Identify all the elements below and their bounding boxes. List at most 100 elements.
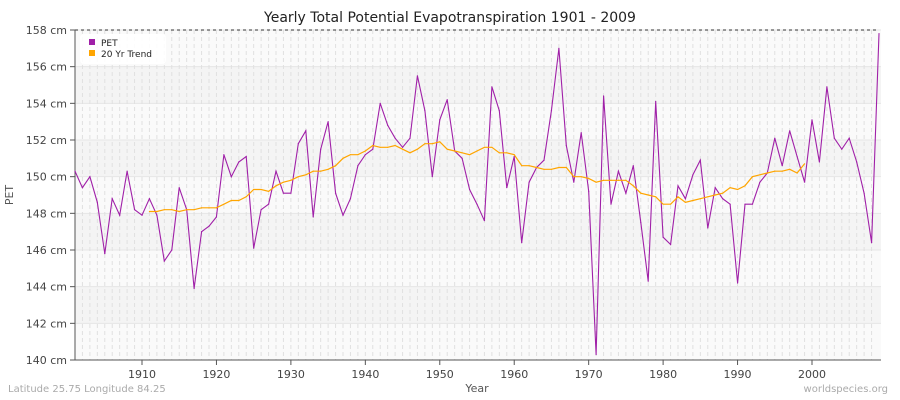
trend-point xyxy=(223,203,225,205)
pet-point xyxy=(558,47,560,49)
pet-point xyxy=(692,174,694,176)
trend-point xyxy=(208,207,210,209)
trend-point xyxy=(476,150,478,152)
pet-point xyxy=(297,143,299,145)
y-tick-label: 142 cm xyxy=(26,317,67,330)
trend-point xyxy=(684,201,687,203)
trend-point xyxy=(238,199,240,202)
x-axis-label: Year xyxy=(464,382,489,395)
pet-point xyxy=(647,280,649,282)
trend-point xyxy=(781,170,783,172)
pet-point xyxy=(111,198,113,200)
y-tick-label: 156 cm xyxy=(26,61,67,74)
pet-point xyxy=(602,95,605,97)
trend-point xyxy=(759,174,761,176)
trend-point xyxy=(662,203,664,205)
trend-point xyxy=(714,194,716,196)
trend-point xyxy=(230,199,232,202)
trend-point xyxy=(803,163,806,165)
pet-point xyxy=(193,287,195,290)
x-tick-label: 1930 xyxy=(277,368,305,381)
pet-point xyxy=(826,86,828,88)
trend-point xyxy=(766,172,768,174)
pet-point xyxy=(156,214,158,216)
pet-point xyxy=(431,176,433,178)
footer-source: worldspecies.org xyxy=(803,384,888,395)
trend-point xyxy=(357,154,359,156)
trend-point xyxy=(550,168,553,170)
trend-point xyxy=(290,179,292,181)
pet-point xyxy=(119,214,121,216)
y-tick-label: 140 cm xyxy=(26,354,67,367)
trend-point xyxy=(610,179,612,181)
trend-point xyxy=(148,210,151,213)
pet-point xyxy=(81,187,84,189)
pet-point xyxy=(260,209,262,211)
trend-point xyxy=(729,187,731,189)
pet-point xyxy=(439,119,441,121)
trend-point xyxy=(521,165,523,167)
trend-point xyxy=(215,207,218,209)
pet-point xyxy=(640,221,642,224)
trend-point xyxy=(163,209,165,211)
trend-point xyxy=(193,209,195,211)
trend-point xyxy=(409,152,411,154)
y-tick-label: 144 cm xyxy=(26,281,67,294)
trend-point xyxy=(498,152,500,154)
trend-point xyxy=(178,210,180,213)
trend-point xyxy=(528,165,530,167)
pet-point xyxy=(394,137,396,139)
pet-point xyxy=(729,203,731,205)
trend-point xyxy=(372,144,374,147)
y-tick-label: 150 cm xyxy=(26,171,67,184)
trend-point xyxy=(431,143,433,145)
pet-point xyxy=(550,110,553,112)
pet-point xyxy=(528,181,530,183)
pet-point xyxy=(610,203,612,205)
chart-title: Yearly Total Potential Evapotranspiratio… xyxy=(263,10,636,26)
trend-point xyxy=(789,168,791,170)
pet-point xyxy=(372,148,374,150)
trend-point xyxy=(394,144,396,147)
pet-point xyxy=(267,203,270,205)
trend-point xyxy=(401,148,404,150)
pet-point xyxy=(714,187,716,189)
y-tick-label: 146 cm xyxy=(26,244,67,257)
pet-point xyxy=(178,187,180,189)
pet-point xyxy=(759,181,761,183)
trend-point xyxy=(640,192,642,194)
pet-point xyxy=(781,165,783,167)
trend-point xyxy=(260,188,262,191)
pet-point xyxy=(245,155,247,158)
pet-point xyxy=(736,282,739,284)
pet-point xyxy=(684,198,687,200)
pet-point xyxy=(349,198,352,200)
trend-point xyxy=(617,179,620,181)
pet-point xyxy=(74,170,76,172)
pet-point xyxy=(841,148,843,150)
pet-point xyxy=(163,260,165,262)
pet-point xyxy=(796,155,798,158)
pet-point xyxy=(416,75,419,77)
trend-point xyxy=(200,207,203,209)
y-tick-label: 152 cm xyxy=(26,134,67,147)
pet-point xyxy=(468,188,471,191)
pet-point xyxy=(461,157,463,159)
pet-point xyxy=(870,242,873,244)
trend-point xyxy=(491,146,493,148)
pet-point xyxy=(744,203,746,205)
pet-point xyxy=(342,214,344,216)
trend-point xyxy=(446,148,448,150)
trend-point xyxy=(253,188,255,191)
trend-point xyxy=(156,210,158,213)
pet-point xyxy=(208,225,210,227)
pet-point xyxy=(789,130,791,132)
pet-point xyxy=(573,181,575,183)
pet-point xyxy=(588,190,590,192)
pet-point xyxy=(811,119,813,121)
trend-point xyxy=(588,177,590,180)
y-axis-label: PET xyxy=(3,185,16,206)
pet-point xyxy=(565,144,567,147)
trend-point xyxy=(751,176,754,178)
